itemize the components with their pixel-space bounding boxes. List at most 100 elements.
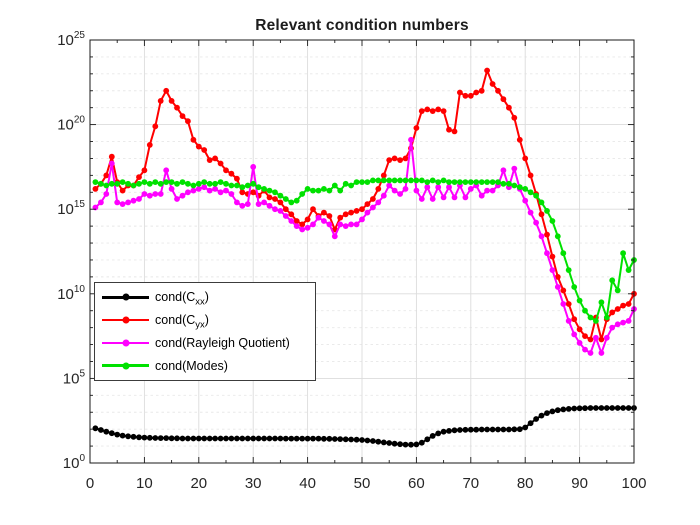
data-point — [424, 436, 431, 443]
data-point — [370, 196, 376, 202]
data-point — [141, 191, 148, 197]
data-point — [185, 189, 191, 196]
data-point — [500, 96, 507, 103]
data-point — [380, 172, 387, 179]
legend-marker-icon — [122, 316, 129, 324]
data-point — [402, 155, 409, 162]
data-point — [614, 306, 621, 312]
data-point — [457, 179, 463, 186]
data-point — [511, 182, 518, 189]
data-point — [152, 123, 159, 130]
data-point — [457, 427, 463, 433]
series-cond-modes — [92, 177, 637, 324]
data-point — [446, 428, 452, 434]
data-point — [98, 427, 104, 433]
data-point — [179, 435, 186, 442]
data-point — [163, 435, 170, 441]
data-point — [402, 186, 409, 192]
data-point — [310, 187, 316, 194]
data-point — [484, 187, 490, 194]
x-tick-label: 70 — [462, 475, 479, 492]
data-point — [348, 182, 354, 189]
data-point — [576, 405, 583, 412]
data-point — [554, 274, 561, 280]
data-point — [511, 114, 518, 121]
data-point — [195, 143, 202, 150]
data-point — [152, 191, 159, 197]
data-point — [429, 108, 436, 114]
data-point — [174, 180, 180, 187]
data-point — [429, 196, 436, 202]
data-point — [304, 435, 311, 442]
data-point — [478, 179, 485, 186]
legend-item-cond-modes: cond(Modes) — [102, 355, 315, 377]
data-point — [119, 187, 126, 194]
data-point — [516, 184, 523, 191]
data-point — [478, 192, 485, 199]
data-point — [282, 196, 289, 202]
data-point — [397, 177, 403, 184]
data-point — [282, 213, 289, 219]
data-point — [516, 136, 523, 143]
data-point — [527, 172, 534, 179]
data-point — [418, 439, 425, 446]
data-point — [451, 194, 458, 201]
data-point — [125, 433, 131, 440]
data-point — [337, 187, 344, 194]
data-point — [103, 172, 110, 179]
data-point — [195, 186, 202, 192]
data-point — [272, 196, 278, 202]
data-point — [451, 179, 458, 186]
data-point — [614, 405, 621, 411]
data-point — [370, 204, 376, 211]
data-point — [603, 405, 610, 411]
data-point — [244, 182, 251, 189]
data-point — [625, 318, 632, 324]
data-point — [402, 441, 409, 448]
data-point — [500, 167, 507, 174]
data-point — [386, 157, 393, 164]
data-point — [136, 180, 142, 187]
data-point — [108, 160, 115, 167]
data-point — [451, 128, 458, 135]
data-point — [489, 81, 496, 87]
data-point — [364, 209, 371, 216]
data-point — [391, 440, 398, 447]
data-point — [288, 435, 295, 442]
data-point — [157, 98, 164, 104]
data-point — [234, 182, 240, 189]
data-point — [614, 321, 621, 328]
data-point — [359, 179, 365, 186]
data-point — [282, 435, 289, 442]
data-point — [288, 199, 295, 206]
data-point — [168, 435, 175, 442]
legend-item-cond-c-xx: cond(Cxx) — [102, 286, 315, 308]
data-point — [527, 209, 534, 216]
data-point — [462, 179, 469, 186]
data-point — [174, 104, 180, 111]
data-point — [353, 221, 360, 228]
data-point — [467, 92, 474, 99]
data-point — [114, 199, 121, 206]
series-line-cond-rayleigh-quotient — [94, 138, 635, 354]
data-point — [598, 350, 605, 356]
data-point — [223, 187, 229, 194]
data-point — [467, 426, 474, 433]
data-point — [609, 309, 616, 316]
data-point — [217, 179, 224, 186]
data-point — [593, 318, 599, 324]
data-point — [163, 167, 170, 174]
data-point — [293, 435, 300, 442]
data-point — [370, 177, 376, 184]
data-point — [391, 187, 398, 194]
x-tick-label: 60 — [408, 475, 425, 492]
data-point — [359, 437, 365, 443]
data-point — [326, 435, 333, 442]
data-point — [206, 157, 213, 164]
data-point — [560, 301, 567, 307]
data-point — [114, 180, 121, 187]
data-point — [484, 426, 490, 433]
data-point — [146, 142, 153, 148]
data-point — [315, 214, 322, 221]
data-point — [408, 136, 414, 143]
